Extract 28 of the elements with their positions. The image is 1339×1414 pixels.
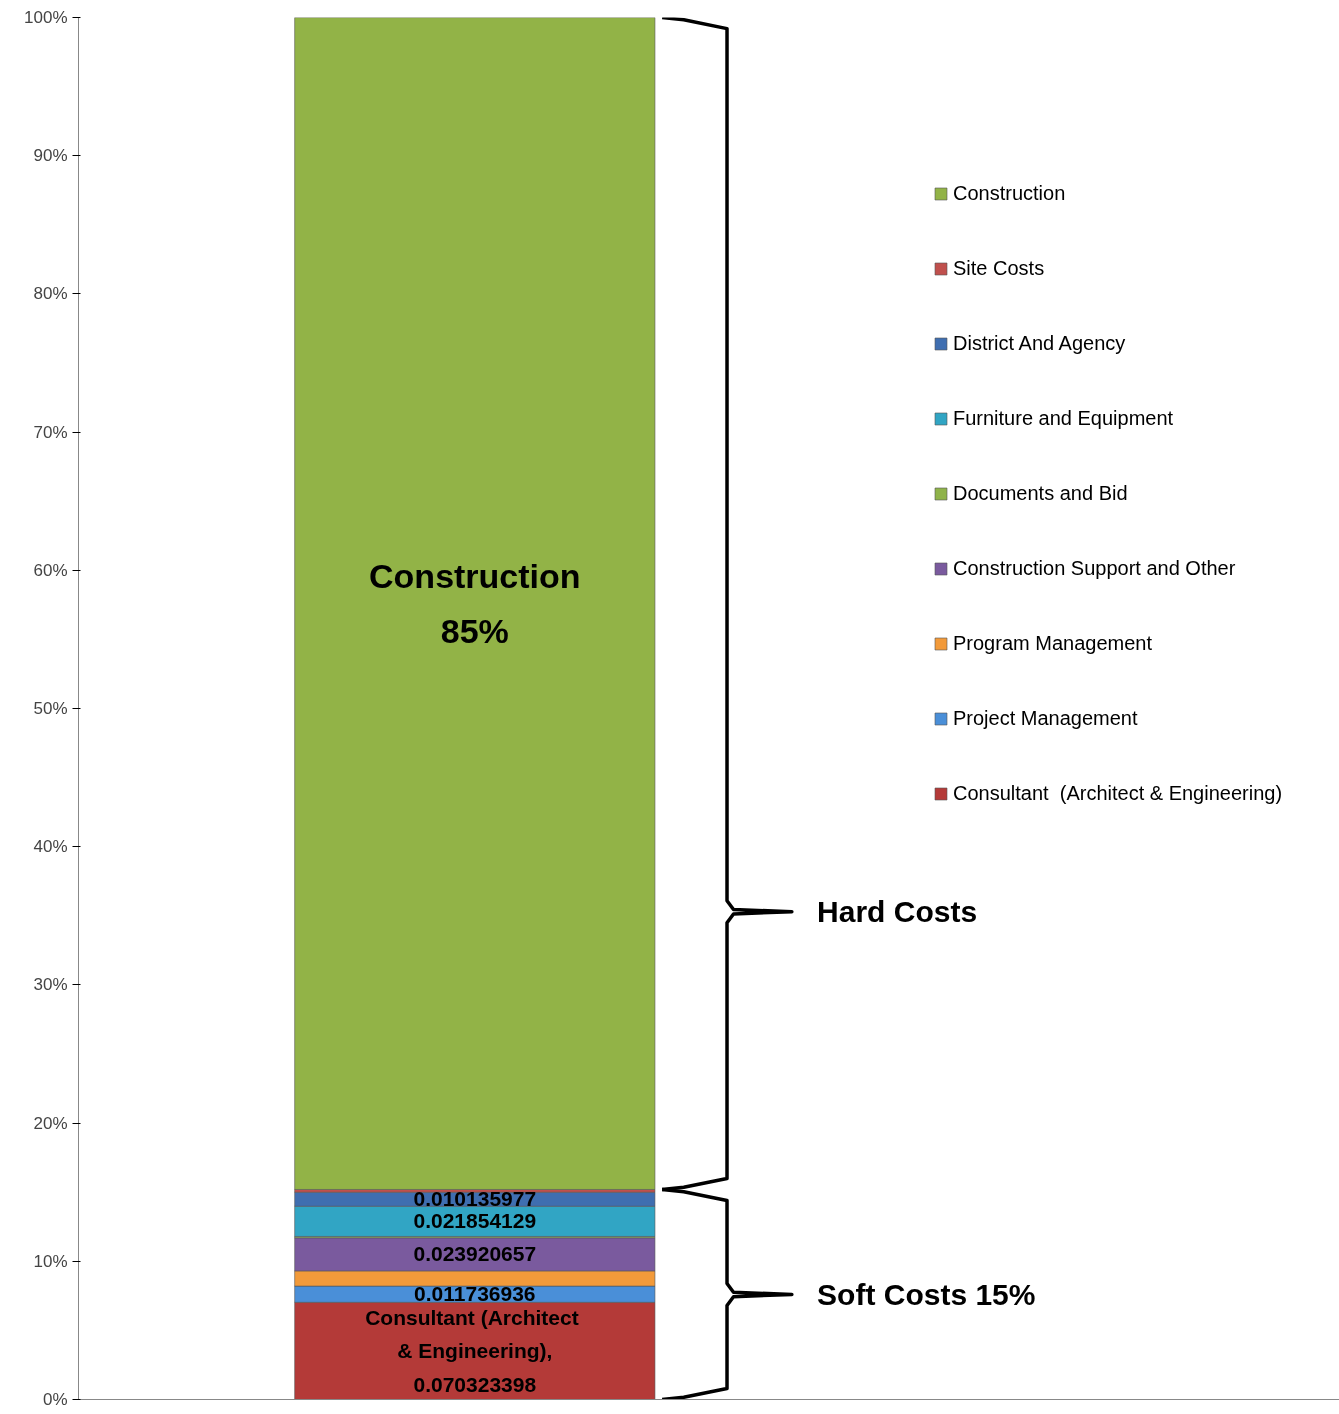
y-tick-label: 80%: [33, 284, 68, 304]
data-label: Construction 85%: [369, 556, 581, 651]
legend-label: Project Management: [953, 707, 1138, 730]
data-label: Consultant (Architect & Engineering), 0.070323398: [365, 1306, 579, 1396]
y-tick-label: 30%: [33, 975, 68, 995]
y-tick-label: 90%: [33, 146, 68, 166]
y-tick-label: 0%: [42, 1390, 68, 1409]
data-label: 0.010135977: [413, 1187, 537, 1211]
legend-label: District And Agency: [953, 332, 1126, 355]
y-tick-label: 50%: [33, 699, 68, 718]
legend-label: Construction: [953, 182, 1066, 205]
text: Soft Costs 15%: [817, 1277, 1036, 1311]
legend-label: Furniture and Equipment: [953, 407, 1174, 430]
legend-label: Documents and Bid: [953, 482, 1128, 505]
y-tick-label: 20%: [33, 1113, 68, 1133]
data-label: 0.023920657: [413, 1242, 537, 1266]
y-tick-label: 70%: [33, 422, 68, 442]
y-tick-label: 40%: [33, 837, 68, 857]
y-tick-label: 60%: [33, 560, 68, 580]
legend-label: Construction Support and Other: [953, 557, 1236, 580]
legend-label: Program Management: [953, 632, 1152, 655]
y-tick-label: 100%: [24, 8, 68, 27]
legend-label: Site Costs: [953, 257, 1045, 280]
data-label: 0.011736936: [414, 1282, 536, 1306]
text: Hard Costs: [817, 895, 978, 929]
legend-label: Consultant (Architect & Engineering): [953, 782, 1283, 805]
data-label: 0.021854129: [413, 1209, 537, 1233]
y-tick-label: 10%: [33, 1251, 68, 1271]
